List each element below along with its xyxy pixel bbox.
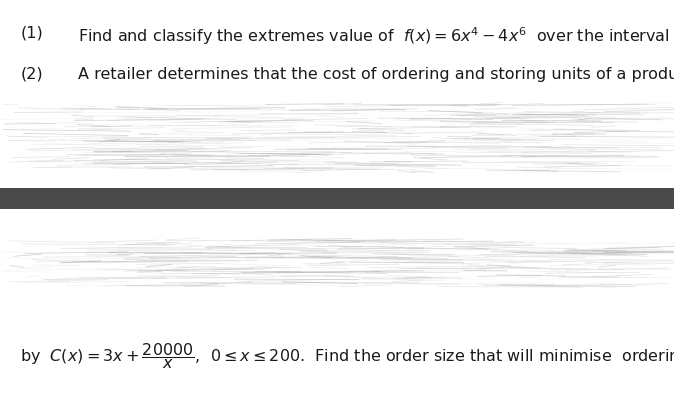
Text: (1): (1) — [20, 26, 43, 40]
Bar — [0, 187, 674, 209]
Text: A retailer determines that the cost of ordering and storing units of a product c: A retailer determines that the cost of o… — [78, 67, 674, 82]
Text: by  $C(x)=3x+\dfrac{20000}{x}$,  $0\leq x\leq200$.  Find the order size that wil: by $C(x)=3x+\dfrac{20000}{x}$, $0\leq x\… — [20, 342, 674, 371]
Text: (2): (2) — [20, 67, 43, 82]
Text: Find and classify the extremes value of  $f(x)=6x^{4}-4x^{6}$  over the interval: Find and classify the extremes value of … — [78, 26, 674, 47]
